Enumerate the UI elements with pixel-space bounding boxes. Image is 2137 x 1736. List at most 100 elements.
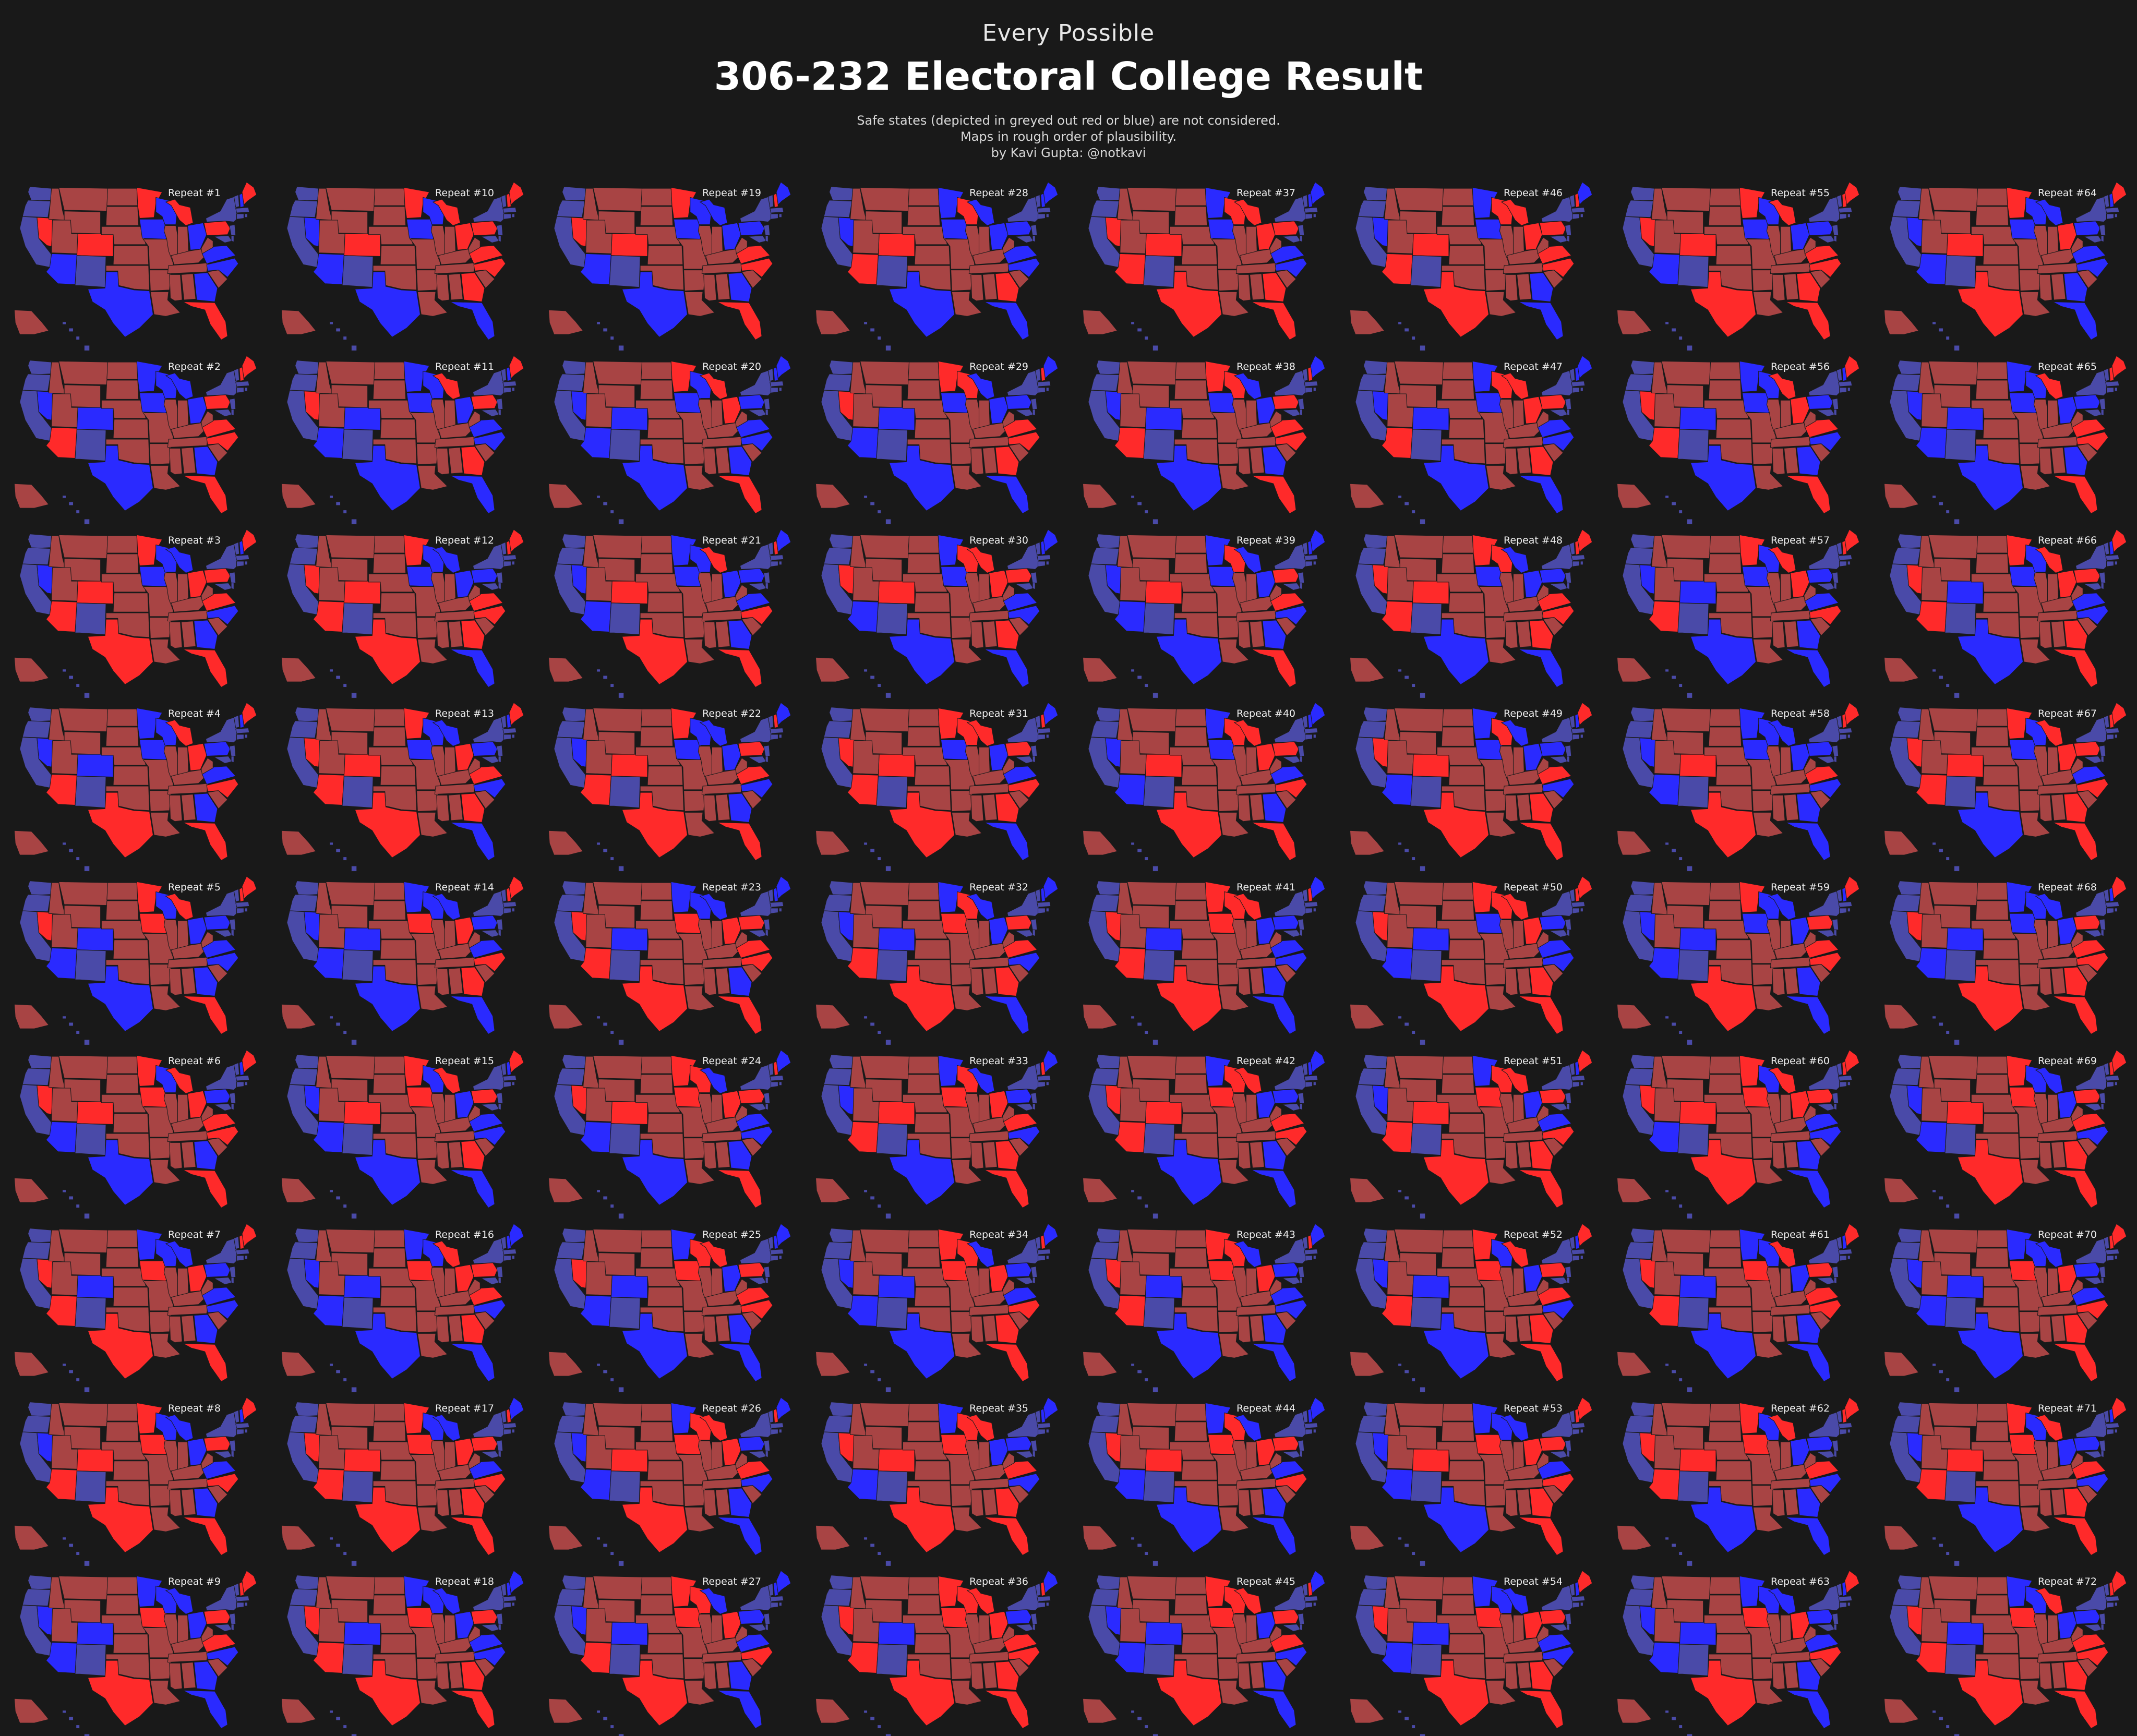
state-new-york (205, 196, 239, 223)
us-map (281, 355, 524, 525)
state-colorado (610, 1101, 648, 1125)
state-louisiana (150, 1159, 181, 1185)
state-west-virginia (1002, 1279, 1015, 1296)
state-arkansas (951, 1311, 973, 1333)
state-hawaii-1 (863, 668, 868, 672)
state-south-dakota (373, 1595, 406, 1615)
state-georgia (194, 272, 218, 303)
state-arizona (1915, 1468, 1947, 1500)
state-arizona (45, 774, 77, 806)
state-rhode-island (511, 1428, 515, 1433)
state-washington (1363, 1227, 1388, 1243)
state-alabama (2050, 620, 2066, 648)
state-montana (1928, 1576, 1978, 1600)
state-hawaii-3 (1678, 1204, 1683, 1209)
state-vermont (1836, 368, 1843, 382)
state-vermont (500, 541, 507, 555)
state-idaho (1918, 1403, 1936, 1436)
state-rhode-island (1580, 1428, 1583, 1433)
state-montana (325, 882, 376, 906)
state-indiana (2047, 747, 2059, 777)
state-massachusetts (1037, 728, 1051, 734)
state-vermont (767, 715, 774, 729)
state-new-york (1274, 1237, 1307, 1264)
state-montana (325, 360, 376, 385)
state-mississippi (2039, 1316, 2052, 1343)
state-maine (1577, 702, 1593, 726)
state-new-york (1006, 717, 1040, 743)
state-minnesota (1472, 1402, 1498, 1434)
state-arkansas (951, 270, 973, 292)
state-oregon (823, 547, 853, 565)
state-new-jersey (1298, 1092, 1305, 1104)
state-georgia (2063, 793, 2088, 823)
state-ohio (722, 1264, 741, 1292)
us-map (815, 528, 1059, 698)
state-south-carolina (1008, 617, 1029, 636)
state-michigan (2035, 1587, 2063, 1615)
state-new-mexico (876, 602, 908, 635)
state-michigan (2035, 719, 2063, 747)
state-oregon (22, 1068, 51, 1086)
state-louisiana (417, 986, 448, 1011)
state-maine (2111, 355, 2127, 379)
state-new-mexico (876, 1123, 908, 1156)
state-arizona (1915, 1121, 1947, 1153)
state-massachusetts (2105, 1248, 2120, 1255)
state-washington (1630, 186, 1655, 202)
state-massachusetts (235, 728, 250, 734)
state-alaska (14, 483, 50, 509)
state-mississippi (169, 1489, 183, 1516)
state-new-york (472, 1585, 506, 1611)
state-georgia (2063, 1661, 2088, 1691)
state-oregon (1625, 1068, 1654, 1086)
state-kansas (914, 1113, 951, 1133)
state-oregon (1358, 1068, 1387, 1086)
state-colorado (76, 1101, 114, 1125)
state-arizona (847, 1468, 879, 1500)
state-north-carolina (1275, 605, 1307, 625)
state-colorado (878, 1101, 915, 1125)
state-oregon (823, 720, 853, 739)
state-illinois (430, 1614, 447, 1652)
state-indiana (978, 1094, 990, 1124)
state-michigan (699, 719, 728, 747)
state-hawaii-1 (1131, 1016, 1135, 1019)
state-hawaii-1 (863, 321, 868, 325)
state-massachusetts (1838, 1422, 1853, 1429)
us-map (1883, 182, 2127, 351)
state-indiana (1512, 920, 1524, 950)
state-south-dakota (1975, 553, 2009, 573)
state-colorado (1679, 754, 1716, 778)
state-florida (1785, 822, 1831, 861)
state-vermont (1569, 368, 1576, 382)
state-mississippi (970, 795, 984, 822)
state-north-dakota (641, 1229, 673, 1248)
state-north-dakota (908, 1056, 940, 1074)
state-west-virginia (1002, 1452, 1015, 1469)
state-west-virginia (2071, 237, 2083, 255)
state-illinois (965, 1267, 981, 1305)
state-texas (354, 619, 421, 685)
state-ohio (1256, 396, 1276, 424)
state-new-york (1006, 543, 1040, 570)
state-hawaii-4 (618, 1387, 625, 1393)
state-delaware (1833, 756, 1837, 763)
state-florida (183, 996, 228, 1035)
state-hawaii-1 (1665, 1016, 1670, 1019)
state-hawaii-3 (343, 1725, 347, 1729)
state-illinois (965, 1093, 981, 1131)
state-hawaii-1 (1131, 1189, 1135, 1193)
state-illinois (698, 746, 714, 784)
state-arizona (1648, 253, 1680, 285)
state-washington (27, 533, 52, 549)
state-mississippi (1238, 1489, 1251, 1516)
state-north-carolina (2076, 1473, 2109, 1493)
us-map (548, 182, 791, 351)
state-maryland (1548, 1103, 1568, 1112)
state-new-jersey (229, 224, 236, 236)
state-new-mexico (1143, 602, 1175, 635)
state-new-jersey (496, 1613, 503, 1625)
state-hawaii-4 (618, 1039, 625, 1046)
state-texas (1957, 792, 2024, 859)
